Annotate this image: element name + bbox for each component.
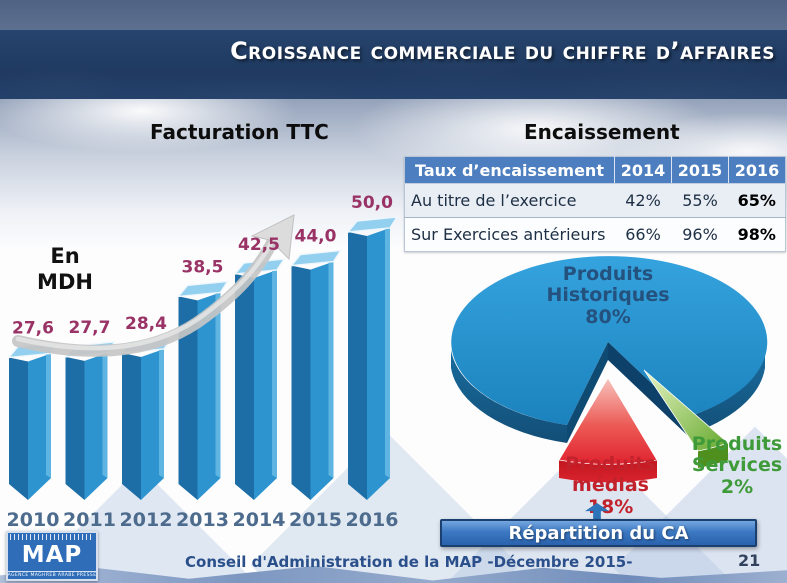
page-number: 21 xyxy=(738,551,761,570)
cell-2016: 98% xyxy=(728,217,786,252)
bar-value-label: 50,0 xyxy=(351,195,393,213)
pie-graphic xyxy=(451,256,768,483)
pie-label-services: Produits Services 2% xyxy=(682,433,787,498)
growth-arrow-head xyxy=(250,214,295,261)
facturation-heading: Facturation TTC xyxy=(150,120,329,144)
bar-2015 xyxy=(289,249,342,500)
title-banner: Croissance commerciale du chiffre d’affa… xyxy=(0,30,787,99)
pie-label-text: Produits Services xyxy=(691,433,783,477)
bar-category-label: 2010 xyxy=(7,509,60,531)
table-header-2014: 2014 xyxy=(614,156,672,184)
bar-category-label: 2013 xyxy=(176,509,229,531)
bar-2016 xyxy=(346,216,399,500)
unit-line-2: MDH xyxy=(37,270,93,295)
table-row: Sur Exercices antérieurs 66% 96% 98% xyxy=(404,217,786,252)
bar-value-label: 27,7 xyxy=(69,318,111,338)
footer-text: Conseil d'Administration de la MAP -Déce… xyxy=(185,553,633,571)
encaissement-heading: Encaissement xyxy=(524,120,680,144)
slide-title: Croissance commerciale du chiffre d’affa… xyxy=(230,37,775,65)
facturation-bar-chart: 27,6 2010 27,7 2011 28,4 2012 38,5 2013 42,5 2014… xyxy=(7,195,399,531)
pie-blue-rim-right xyxy=(687,350,765,435)
pie-red-rim xyxy=(559,460,657,483)
caption-label: Répartition du CA xyxy=(508,522,689,544)
bar-category-label: 2012 xyxy=(120,509,173,531)
repartition-caption-button: Répartition du CA xyxy=(440,519,757,547)
pie-slice-medias xyxy=(558,377,658,465)
pie-label-pct: 18% xyxy=(587,495,634,518)
pie-label-pct: 2% xyxy=(720,475,754,498)
bar-value-label: 28,4 xyxy=(125,314,167,334)
cell-2014: 42% xyxy=(614,183,672,218)
cell-2015: 96% xyxy=(671,217,729,252)
pie-blue-rim-left xyxy=(451,350,567,443)
bar-category-label: 2015 xyxy=(289,509,342,531)
cell-2015: 55% xyxy=(671,183,729,218)
unit-line-1: En xyxy=(50,244,80,268)
pie-notch-wall-right xyxy=(608,342,687,435)
bar-value-label: 42,5 xyxy=(238,235,280,255)
pie-notch-wall-left xyxy=(567,342,608,443)
repartition-pie-chart: Produits Historiques 80% Produits médias… xyxy=(438,250,787,525)
cell-2014: 66% xyxy=(614,217,672,252)
pie-label-pct: 80% xyxy=(585,305,631,328)
row-label: Au titre de l’exercice xyxy=(404,183,615,218)
bar-chart-unit-label: En MDH xyxy=(30,243,100,296)
bar-value-label: 27,6 xyxy=(12,318,54,338)
pie-label-text: Produits Historiques xyxy=(546,263,670,307)
logo-subtext: AGENCE MAGHREB ARABE PRESSE xyxy=(7,571,97,578)
row-label: Sur Exercices antérieurs xyxy=(404,217,615,252)
bar-value-label: 44,0 xyxy=(295,227,337,247)
pie-green-rim xyxy=(698,443,728,468)
bar-value-label: 38,5 xyxy=(182,257,224,277)
table-header-row: Taux d’encaissement 2014 2015 2016 xyxy=(404,156,786,184)
table-header-2015: 2015 xyxy=(671,156,729,184)
table-row: Au titre de l’exercice 42% 55% 65% xyxy=(404,183,786,218)
pie-label-text: Produits médias xyxy=(565,453,656,497)
taux-encaissement-table: Taux d’encaissement 2014 2015 2016 Au ti… xyxy=(404,156,786,252)
pie-slice-historiques xyxy=(451,256,768,425)
bar-category-label: 2014 xyxy=(233,509,286,531)
pie-label-historiques: Produits Historiques 80% xyxy=(523,263,693,328)
bar-2012 xyxy=(120,337,173,500)
growth-arrow-curve xyxy=(12,235,279,357)
bar-2013 xyxy=(176,280,229,500)
bar-category-label: 2011 xyxy=(63,509,116,531)
bar-2011 xyxy=(63,341,116,500)
bar-2014 xyxy=(233,258,286,500)
pie-slice-services xyxy=(643,369,729,452)
cell-2016: 65% xyxy=(728,183,786,218)
logo-arabic-band xyxy=(10,534,94,540)
table-header-2016: 2016 xyxy=(728,156,786,184)
growth-arrow-highlight xyxy=(15,237,276,351)
bar-2010 xyxy=(7,341,60,500)
logo-acronym: MAP xyxy=(21,541,83,568)
pie-label-medias: Produits médias 18% xyxy=(538,453,683,518)
bar-category-label: 2016 xyxy=(346,509,399,531)
map-logo: MAP AGENCE MAGHREB ARABE PRESSE xyxy=(6,531,98,581)
table-header-taux: Taux d’encaissement xyxy=(404,156,615,184)
